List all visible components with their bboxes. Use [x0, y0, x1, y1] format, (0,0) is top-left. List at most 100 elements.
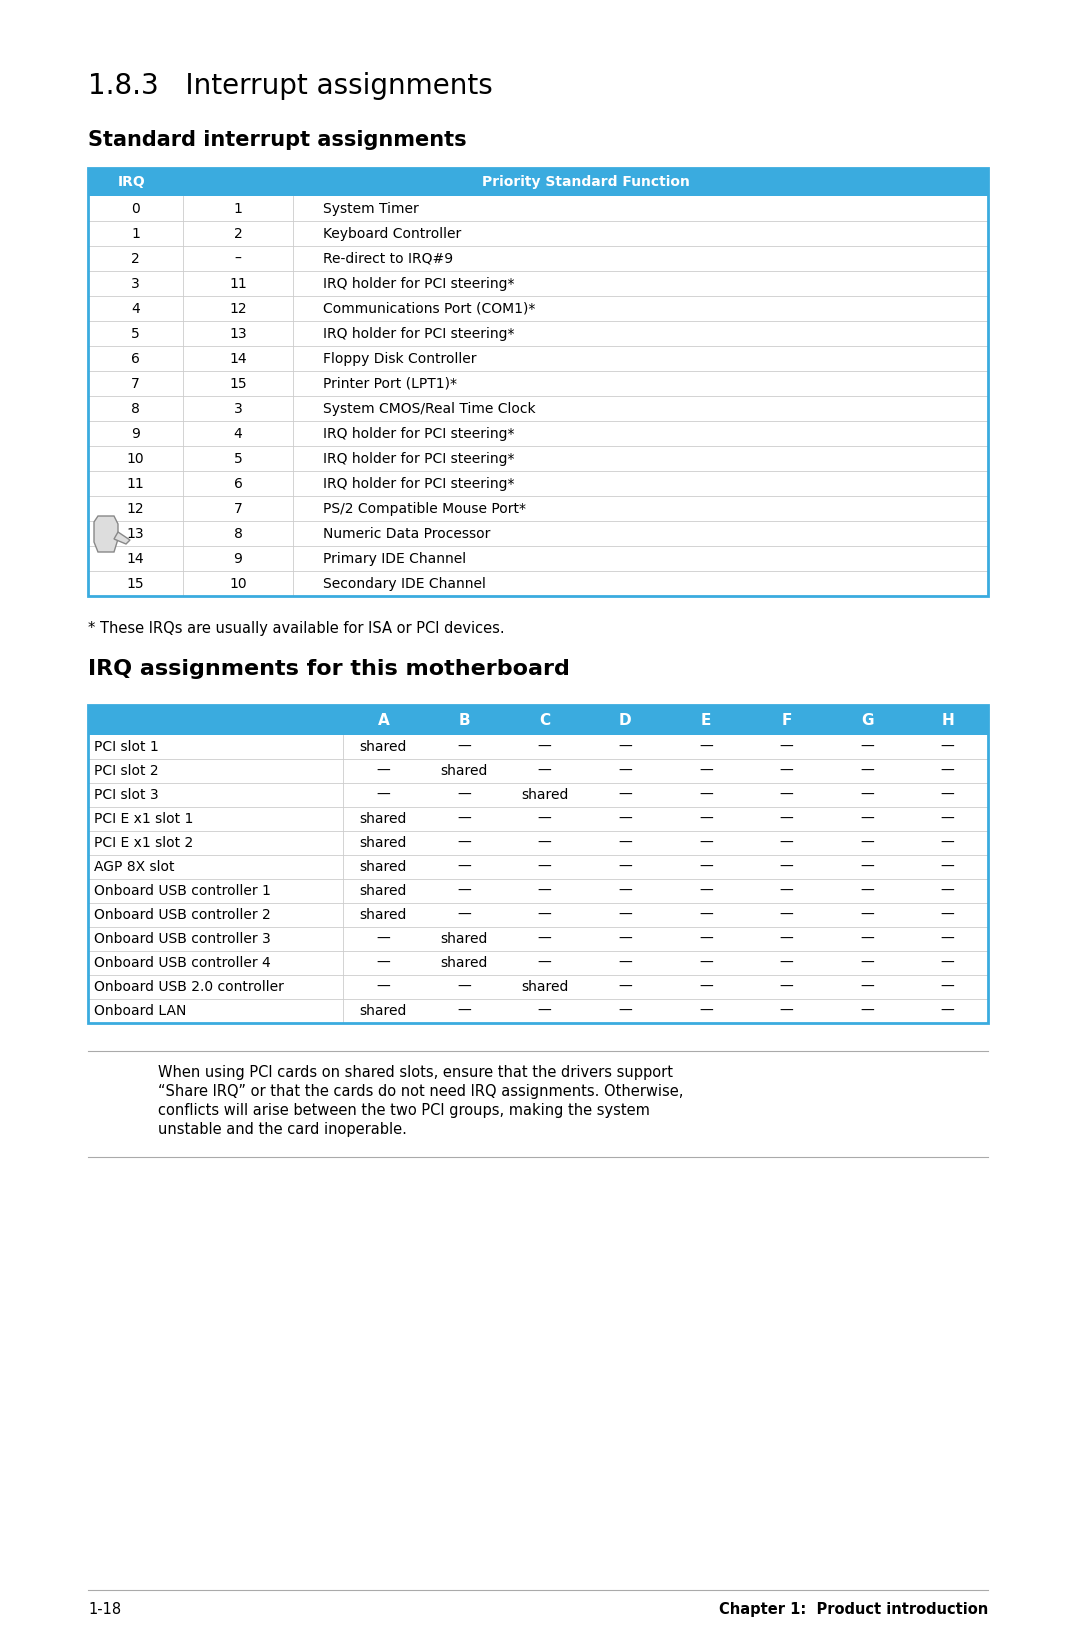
FancyBboxPatch shape: [87, 879, 988, 903]
Text: —: —: [780, 861, 794, 874]
Text: —: —: [941, 787, 955, 802]
Text: 13: 13: [229, 327, 247, 340]
Text: PCI E x1 slot 2: PCI E x1 slot 2: [94, 836, 193, 849]
Text: Communications Port (COM1)*: Communications Port (COM1)*: [323, 301, 536, 316]
Text: IRQ holder for PCI steering*: IRQ holder for PCI steering*: [323, 426, 514, 441]
Text: —: —: [860, 812, 874, 827]
Text: —: —: [780, 787, 794, 802]
FancyBboxPatch shape: [87, 856, 988, 879]
FancyBboxPatch shape: [87, 704, 988, 735]
Text: —: —: [860, 836, 874, 849]
Text: —: —: [780, 836, 794, 849]
Text: —: —: [538, 957, 552, 970]
FancyBboxPatch shape: [87, 952, 988, 975]
Text: shared: shared: [521, 979, 568, 994]
Text: —: —: [780, 812, 794, 827]
Text: 13: 13: [126, 527, 145, 540]
Text: —: —: [860, 765, 874, 778]
Text: shared: shared: [521, 787, 568, 802]
Text: —: —: [699, 812, 713, 827]
Text: —: —: [941, 883, 955, 898]
Text: —: —: [699, 861, 713, 874]
FancyBboxPatch shape: [87, 421, 988, 446]
Text: 10: 10: [126, 452, 145, 465]
Text: —: —: [538, 812, 552, 827]
Text: shared: shared: [360, 836, 407, 849]
Text: C: C: [539, 713, 550, 727]
Text: —: —: [619, 740, 632, 753]
Text: –: –: [234, 252, 242, 265]
FancyBboxPatch shape: [87, 735, 988, 760]
Text: —: —: [860, 932, 874, 945]
Text: shared: shared: [360, 861, 407, 874]
FancyBboxPatch shape: [87, 571, 988, 595]
Text: —: —: [699, 1004, 713, 1019]
Text: —: —: [699, 979, 713, 994]
FancyBboxPatch shape: [87, 760, 988, 783]
Text: —: —: [457, 883, 471, 898]
Text: 7: 7: [131, 376, 140, 390]
Text: —: —: [619, 883, 632, 898]
Text: shared: shared: [360, 1004, 407, 1019]
Text: PCI slot 1: PCI slot 1: [94, 740, 159, 753]
Text: —: —: [860, 1004, 874, 1019]
Text: G: G: [861, 713, 874, 727]
Text: —: —: [538, 765, 552, 778]
Text: IRQ: IRQ: [118, 176, 146, 189]
Text: —: —: [457, 1004, 471, 1019]
Text: Printer Port (LPT1)*: Printer Port (LPT1)*: [323, 376, 457, 390]
FancyBboxPatch shape: [87, 807, 988, 831]
Text: —: —: [538, 932, 552, 945]
Text: —: —: [457, 812, 471, 827]
Text: —: —: [941, 740, 955, 753]
Text: IRQ holder for PCI steering*: IRQ holder for PCI steering*: [323, 327, 514, 340]
Text: —: —: [780, 908, 794, 923]
Text: Onboard USB controller 4: Onboard USB controller 4: [94, 957, 271, 970]
Text: 6: 6: [233, 477, 242, 490]
Text: shared: shared: [441, 765, 488, 778]
Text: —: —: [457, 787, 471, 802]
Text: —: —: [538, 861, 552, 874]
Text: —: —: [780, 979, 794, 994]
Text: —: —: [699, 787, 713, 802]
FancyBboxPatch shape: [87, 446, 988, 470]
Text: IRQ assignments for this motherboard: IRQ assignments for this motherboard: [87, 659, 570, 678]
Text: 6: 6: [131, 351, 140, 366]
Text: —: —: [941, 812, 955, 827]
Text: shared: shared: [360, 908, 407, 923]
Text: Primary IDE Channel: Primary IDE Channel: [323, 552, 467, 566]
Text: —: —: [941, 908, 955, 923]
Text: Numeric Data Processor: Numeric Data Processor: [323, 527, 490, 540]
FancyBboxPatch shape: [87, 999, 988, 1023]
Text: 3: 3: [131, 277, 140, 291]
FancyBboxPatch shape: [87, 395, 988, 421]
FancyBboxPatch shape: [87, 470, 988, 496]
Text: —: —: [780, 765, 794, 778]
Text: 7: 7: [233, 501, 242, 516]
Text: —: —: [941, 979, 955, 994]
Text: —: —: [699, 883, 713, 898]
Text: shared: shared: [360, 883, 407, 898]
Text: —: —: [457, 979, 471, 994]
FancyBboxPatch shape: [87, 195, 988, 221]
Text: B: B: [458, 713, 470, 727]
Text: —: —: [699, 957, 713, 970]
FancyBboxPatch shape: [87, 347, 988, 371]
Text: IRQ holder for PCI steering*: IRQ holder for PCI steering*: [323, 277, 514, 291]
Text: Standard interrupt assignments: Standard interrupt assignments: [87, 130, 467, 150]
Text: —: —: [780, 957, 794, 970]
FancyBboxPatch shape: [87, 783, 988, 807]
FancyBboxPatch shape: [87, 521, 988, 547]
FancyBboxPatch shape: [87, 831, 988, 856]
Text: 4: 4: [131, 301, 140, 316]
Text: —: —: [619, 908, 632, 923]
Text: —: —: [941, 836, 955, 849]
Text: —: —: [377, 765, 390, 778]
Text: 4: 4: [233, 426, 242, 441]
Text: F: F: [781, 713, 792, 727]
Text: —: —: [619, 836, 632, 849]
Text: —: —: [619, 861, 632, 874]
Text: Onboard USB controller 3: Onboard USB controller 3: [94, 932, 271, 945]
Text: 8: 8: [233, 527, 242, 540]
FancyBboxPatch shape: [87, 975, 988, 999]
